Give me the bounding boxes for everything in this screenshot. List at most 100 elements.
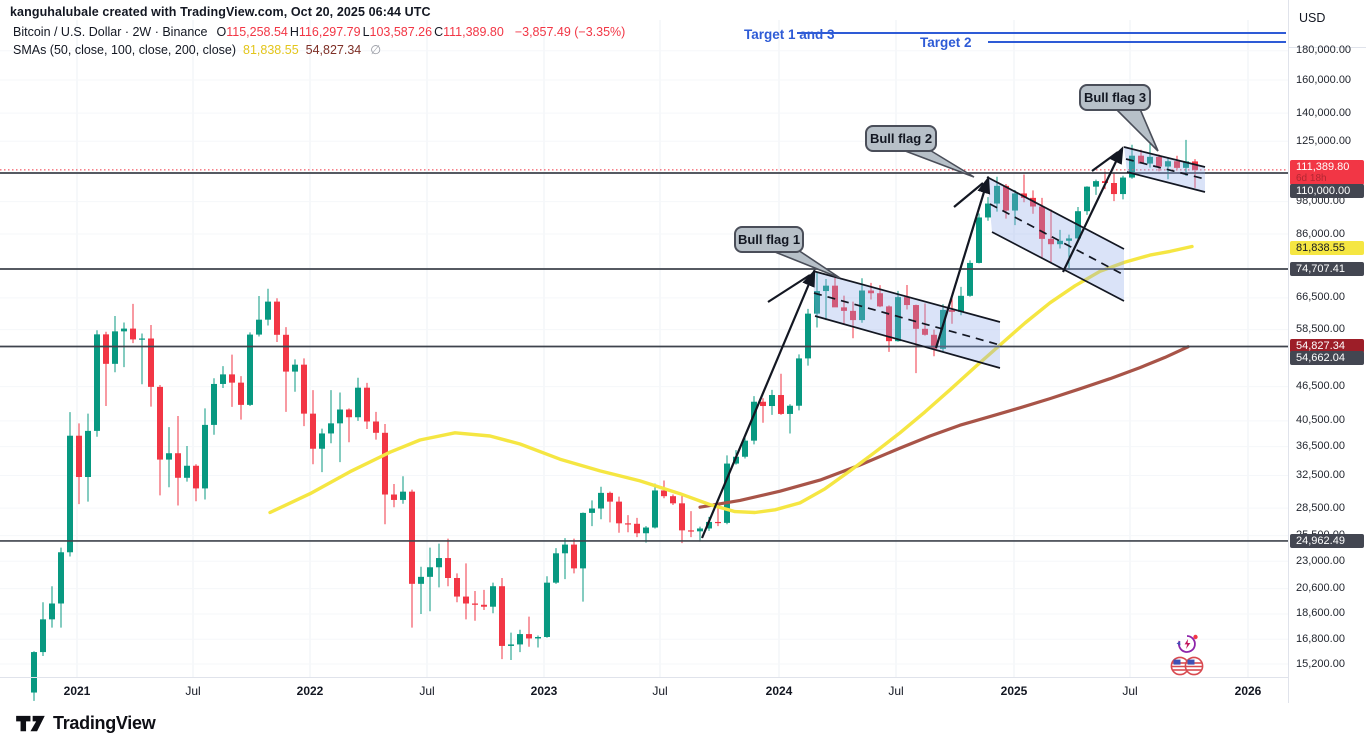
us-flags-events-icon[interactable] bbox=[1168, 655, 1206, 677]
currency-unit-button[interactable]: USD bbox=[1299, 11, 1326, 25]
candle-body bbox=[193, 465, 199, 489]
candle-body bbox=[742, 440, 748, 457]
candle-body bbox=[1129, 155, 1135, 178]
price-scale-divider bbox=[1289, 47, 1366, 48]
candle-body bbox=[805, 313, 811, 359]
candle-body bbox=[850, 310, 856, 321]
tradingview-logo-text: TradingView bbox=[53, 712, 156, 733]
horizontal-level-lines[interactable] bbox=[0, 169, 1288, 542]
candle-body bbox=[427, 567, 433, 577]
candle-body bbox=[544, 582, 550, 637]
candle-body bbox=[1057, 240, 1063, 245]
candle-body bbox=[778, 395, 784, 414]
sma-legend-row[interactable]: SMAs (50, close, 100, close, 200, close)… bbox=[13, 42, 625, 59]
candle-body bbox=[508, 644, 514, 646]
candle-body bbox=[1111, 183, 1117, 195]
time-tick-label: 2021 bbox=[63, 684, 91, 698]
bull-flag-3-lower bbox=[1126, 171, 1206, 193]
candle-body bbox=[364, 387, 370, 422]
auto-refresh-bolt-icon[interactable] bbox=[1172, 632, 1202, 658]
candle-body bbox=[121, 328, 127, 332]
candle-body bbox=[157, 386, 163, 460]
symbol-legend-row[interactable]: Bitcoin / U.S. Dollar · 2W · Binance O11… bbox=[13, 24, 625, 41]
time-tick-label: 2023 bbox=[530, 684, 558, 698]
candle-body bbox=[976, 217, 982, 263]
ohlc-item: C111,389.80 bbox=[434, 25, 504, 39]
trend-arrows[interactable] bbox=[700, 146, 1124, 539]
time-tick-label: 2024 bbox=[765, 684, 793, 698]
bull-flag-3-fill bbox=[1124, 147, 1205, 192]
time-tick-label: 2025 bbox=[1000, 684, 1028, 698]
price-tick-label: 66,500.00 bbox=[1296, 291, 1345, 304]
arrow-accent-stroke bbox=[767, 274, 811, 303]
bull-flag-1-upper bbox=[812, 270, 1001, 323]
candle-body bbox=[58, 552, 64, 604]
callout-box bbox=[865, 125, 937, 152]
candle-body bbox=[454, 577, 460, 597]
candle-body bbox=[553, 553, 559, 583]
target-lines[interactable]: Target 1 and 3 Target 2 bbox=[744, 27, 1286, 50]
sma50-value: 81,838.55 bbox=[243, 43, 299, 57]
time-tick-label: Jul bbox=[652, 684, 668, 698]
candle-body bbox=[670, 496, 676, 504]
candle-body bbox=[1030, 197, 1036, 207]
candle-body bbox=[463, 596, 469, 604]
price-tick-label: 18,600.00 bbox=[1296, 607, 1345, 620]
tradingview-logo-icon bbox=[16, 715, 45, 732]
candle-body bbox=[1174, 161, 1180, 168]
time-tick-label: Jul bbox=[1122, 684, 1138, 698]
bull-flag-channels[interactable] bbox=[812, 146, 1206, 369]
flagpole-arrow bbox=[1062, 146, 1124, 273]
target-label: Target 1 and 3 bbox=[744, 27, 835, 42]
candle-body bbox=[400, 491, 406, 500]
bull-flag-1-lower bbox=[814, 315, 1001, 369]
ohlc-values: O115,258.54 H116,297.79 L103,587.26 C111,38… bbox=[215, 24, 504, 41]
candle-body bbox=[607, 492, 613, 502]
time-scale[interactable]: 2021 Jul 2022 Jul 2023 Jul 2024 Jul 2025 Jul 2026 bbox=[0, 677, 1288, 703]
price-scale[interactable]: USD 180,000.00 160,000.00 140,000.00 125,00… bbox=[1288, 0, 1366, 703]
bull-flag-callouts[interactable]: Bull flag 1 Bull flag 2 Bull flag 3 bbox=[734, 84, 1159, 279]
candle-body bbox=[1147, 156, 1153, 164]
candle-body bbox=[499, 586, 505, 646]
candle-body bbox=[1165, 161, 1171, 167]
candle-body bbox=[301, 364, 307, 414]
candle-body bbox=[877, 293, 883, 307]
candle-body bbox=[760, 401, 766, 407]
level-54662-badge: 54,662.04 bbox=[1290, 351, 1364, 365]
current-price-badge: 111,389.80 6d 18h bbox=[1290, 160, 1364, 185]
candle-body bbox=[1048, 238, 1054, 245]
candle-body bbox=[274, 301, 280, 335]
candle-body bbox=[220, 374, 226, 384]
candle-body bbox=[679, 503, 685, 531]
candle-body bbox=[1192, 161, 1198, 170]
bull-flag-3-upper bbox=[1123, 146, 1206, 168]
price-tick-label: 28,500.00 bbox=[1296, 501, 1345, 514]
price-tick-label: 16,800.00 bbox=[1296, 632, 1345, 645]
price-tick-label: 58,500.00 bbox=[1296, 323, 1345, 336]
candle-body bbox=[832, 285, 838, 308]
candle-body bbox=[130, 328, 136, 340]
symbol-title[interactable]: Bitcoin / U.S. Dollar · 2W · Binance bbox=[13, 25, 208, 39]
price-tick-label: 98,000.00 bbox=[1296, 195, 1345, 208]
candle-body bbox=[355, 387, 361, 418]
candle-body bbox=[373, 421, 379, 433]
candle-body bbox=[1066, 238, 1072, 241]
tradingview-logo[interactable]: TradingView bbox=[16, 712, 156, 734]
candle-body bbox=[895, 297, 901, 342]
attribution-text[interactable]: kanguhalubale created with TradingView.c… bbox=[10, 5, 431, 19]
flagpole-arrow bbox=[934, 175, 991, 349]
candle-body bbox=[283, 334, 289, 372]
callout-box bbox=[1079, 84, 1151, 111]
candle-body bbox=[706, 521, 712, 529]
candle-body bbox=[598, 492, 604, 509]
sma-indicator-label[interactable]: SMAs (50, close, 100, close, 200, close) bbox=[13, 43, 237, 57]
target-label: Target 2 bbox=[920, 35, 972, 50]
candle-body bbox=[166, 453, 172, 460]
candle-body bbox=[823, 285, 829, 292]
candle-body bbox=[94, 334, 100, 431]
time-tick-label: Jul bbox=[185, 684, 201, 698]
price-tick-label: 32,500.00 bbox=[1296, 468, 1345, 481]
candle-body bbox=[1039, 206, 1045, 239]
